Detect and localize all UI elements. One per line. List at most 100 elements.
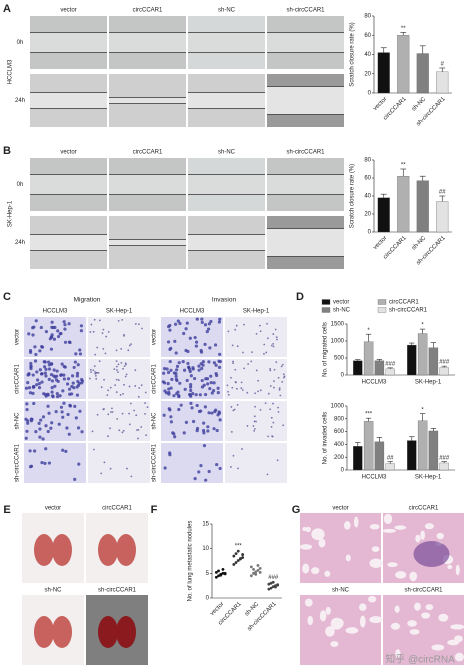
cell-stain	[60, 362, 64, 366]
cell-stain	[115, 378, 118, 381]
cell-stain	[140, 426, 143, 428]
cell-stain	[67, 340, 71, 344]
cell-stain	[184, 420, 189, 424]
image-label: circCCAR1	[102, 506, 132, 512]
y-tick-label: 600	[334, 429, 345, 435]
data-point	[254, 572, 258, 576]
bar	[407, 440, 417, 471]
cell-stain	[241, 389, 244, 391]
cell-stain	[175, 364, 180, 368]
cell-stain	[105, 335, 108, 338]
y-tick-label: 80	[364, 14, 371, 20]
cell-stain	[230, 406, 233, 408]
cell-stain	[76, 426, 81, 430]
alveolus	[304, 598, 313, 607]
cell-stain	[107, 389, 110, 392]
cell-stain	[230, 376, 232, 379]
cell-stain	[73, 404, 77, 408]
alveolus	[454, 635, 463, 643]
y-tick-label: 0	[368, 230, 372, 236]
cell-stain	[178, 381, 182, 385]
cell-stain	[163, 466, 167, 470]
cell-stain	[116, 417, 119, 420]
cell-stain	[194, 393, 198, 397]
significance-label: ###	[439, 360, 450, 366]
cell-stain	[26, 419, 30, 423]
cell-stain	[78, 352, 83, 356]
data-point	[241, 553, 245, 556]
cell-stain	[164, 391, 169, 395]
bar	[439, 462, 449, 471]
cell-stain	[56, 329, 60, 333]
cell-stain	[133, 409, 136, 412]
cell-stain	[100, 386, 103, 389]
x-tick-label: SK-Hep-1	[415, 475, 442, 481]
alveolus	[369, 558, 383, 569]
cell-stain	[191, 366, 195, 370]
cell-stain	[97, 371, 100, 374]
cell-stain	[218, 317, 222, 321]
bar	[428, 430, 439, 471]
cell-stain	[125, 373, 128, 376]
cell-stain	[204, 478, 208, 482]
cell-stain	[272, 343, 275, 345]
bar	[397, 35, 410, 94]
cell-stain	[117, 319, 120, 322]
cell-stain	[109, 467, 112, 470]
cell-stain	[128, 385, 131, 388]
legend-swatch	[321, 307, 331, 313]
cell-stain	[51, 325, 55, 330]
cell-stain	[253, 429, 256, 432]
cell-stain	[207, 322, 211, 326]
significance-label: *	[421, 407, 424, 413]
cell-stain	[74, 416, 78, 420]
legend-label: sh-circCCAR1	[389, 308, 428, 314]
y-tick-label: 20	[364, 71, 371, 77]
significance-label: #	[441, 62, 445, 68]
alveolus	[324, 570, 331, 577]
cell-stain	[111, 411, 114, 413]
cell-stain	[75, 371, 80, 376]
cell-stain	[41, 437, 45, 441]
cell-stain	[115, 349, 118, 352]
cell-stain	[184, 327, 188, 331]
cell-stain	[173, 435, 177, 439]
cell-stain	[39, 325, 43, 330]
y-tick-label: 80	[364, 158, 371, 164]
data-point	[258, 570, 262, 574]
cell-stain	[27, 332, 31, 336]
image-label: vector	[45, 506, 61, 512]
alveolus	[450, 624, 465, 630]
cell-stain	[199, 409, 203, 413]
data-point	[214, 575, 218, 579]
data-point	[234, 552, 238, 555]
cell-stain	[124, 362, 127, 365]
data-point	[254, 570, 258, 574]
cell-stain	[134, 369, 137, 372]
row-label: 24h	[15, 98, 25, 104]
cell-stain	[182, 368, 187, 372]
cell-stain	[217, 410, 221, 414]
cell-stain	[272, 421, 275, 424]
cell-stain	[91, 430, 94, 433]
cell-stain	[79, 329, 84, 333]
cell-stain	[266, 322, 268, 325]
cell-stain	[136, 429, 138, 431]
cell-stain	[214, 371, 218, 376]
y-tick-label: 400	[334, 442, 345, 448]
row-label: sh-NC	[152, 412, 158, 430]
bar	[363, 341, 374, 376]
cell-stain	[73, 477, 77, 481]
significance-label: ###	[268, 575, 279, 581]
bar	[417, 420, 428, 471]
cell-stain	[199, 348, 203, 353]
data-point	[234, 561, 238, 564]
bar	[416, 53, 429, 94]
x-tick-label: vector	[209, 601, 225, 617]
cell-stain	[123, 365, 126, 368]
cell-stain	[267, 435, 270, 438]
cell-stain	[236, 387, 238, 390]
significance-label: ###	[439, 455, 450, 461]
cell-stain	[243, 367, 246, 370]
cell-stain	[40, 380, 44, 384]
